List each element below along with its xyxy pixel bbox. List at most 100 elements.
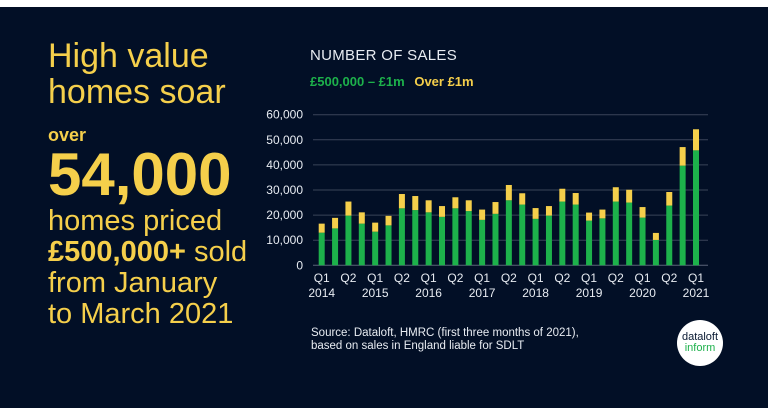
bar-segment-500k-1m [639, 217, 646, 266]
bar-segment-over-1m [652, 232, 659, 240]
bar-segment-500k-1m [545, 215, 552, 266]
x-tick-year: 2018 [522, 286, 549, 300]
bar-segment-500k-1m [452, 208, 459, 266]
bar-segment-500k-1m [479, 219, 486, 266]
x-tick-quarter: Q2 [501, 271, 517, 285]
bar-segment-over-1m [385, 215, 392, 226]
x-tick-quarter: Q2 [447, 271, 463, 285]
source-line2: based on sales in England liable for SDL… [311, 340, 525, 352]
y-tick-label: 10,000 [266, 233, 303, 247]
body-line3: from January [48, 267, 218, 299]
bar-segment-over-1m [398, 194, 405, 209]
bar-segment-500k-1m [693, 150, 699, 266]
x-tick-quarter: Q1 [528, 271, 544, 285]
bar-segment-over-1m [519, 193, 526, 205]
bar-segment-500k-1m [652, 239, 659, 266]
chart-legend: £500,000 – £1m Over £1m [310, 74, 474, 89]
bar-segment-500k-1m [626, 202, 633, 266]
bar-segment-500k-1m [666, 205, 673, 266]
bar-segment-500k-1m [398, 208, 405, 266]
y-tick-label: 40,000 [266, 158, 303, 172]
bar-segment-over-1m [372, 222, 379, 232]
bar-segment-over-1m [693, 129, 699, 151]
bar-segment-over-1m [358, 212, 365, 224]
x-tick-quarter: Q1 [421, 271, 437, 285]
bar-segment-over-1m [425, 200, 432, 213]
bar-segment-over-1m [545, 206, 552, 216]
x-tick-year: 2019 [576, 286, 603, 300]
bar-segment-over-1m [492, 202, 499, 214]
x-tick-quarter: Q2 [394, 271, 410, 285]
bar-segment-500k-1m [572, 204, 579, 266]
legend-item-over-1m: Over £1m [414, 74, 474, 89]
bar-segment-500k-1m [439, 216, 446, 266]
x-tick-year: 2021 [683, 286, 710, 300]
y-tick-label: 50,000 [266, 133, 303, 147]
bar-segment-500k-1m [358, 223, 365, 266]
bar-segment-500k-1m [345, 215, 352, 266]
bar-segment-500k-1m [372, 231, 379, 266]
logo-line1: dataloft [681, 331, 719, 343]
bar-segment-500k-1m [385, 225, 392, 266]
headline-line2: homes soar [48, 73, 226, 111]
body-line1: homes priced [48, 205, 223, 237]
bar-segment-500k-1m [586, 220, 593, 266]
bar-segment-over-1m [679, 147, 686, 166]
bar-segment-500k-1m [332, 228, 339, 266]
bar-segment-500k-1m [425, 212, 432, 266]
bar-segment-over-1m [479, 209, 486, 220]
bar-segment-over-1m [639, 207, 646, 218]
headline: High value homes soar [48, 38, 226, 110]
bar-segment-500k-1m [505, 200, 512, 266]
bar-segment-over-1m [532, 208, 539, 219]
headline-line1: High value [48, 37, 209, 75]
bar-segment-over-1m [412, 196, 419, 211]
x-tick-quarter: Q1 [314, 271, 330, 285]
bar-segment-over-1m [612, 187, 619, 202]
bar-segment-over-1m [439, 206, 446, 217]
x-tick-quarter: Q1 [367, 271, 383, 285]
bar-segment-500k-1m [559, 201, 566, 266]
x-tick-year: 2017 [469, 286, 496, 300]
bar-segment-over-1m [318, 223, 325, 233]
bar-segment-over-1m [572, 193, 579, 205]
logo-line2: inform [684, 342, 716, 354]
bar-segment-500k-1m [492, 213, 499, 266]
bar-segment-500k-1m [318, 232, 325, 266]
bar-segment-500k-1m [465, 211, 472, 266]
x-tick-year: 2020 [629, 286, 656, 300]
bar-segment-over-1m [599, 209, 606, 219]
bar-segment-over-1m [505, 184, 512, 201]
legend-item-mid: £500,000 – £1m [310, 74, 405, 89]
bar-segment-over-1m [465, 200, 472, 212]
bar-segment-500k-1m [599, 218, 606, 266]
headline-body: homes priced £500,000+ sold from January… [48, 206, 247, 330]
bar-segment-over-1m [559, 188, 566, 202]
bar-segment-over-1m [666, 192, 673, 206]
y-tick-label: 0 [296, 258, 303, 272]
bar-segment-over-1m [332, 217, 339, 229]
bar-segment-500k-1m [519, 204, 526, 266]
y-tick-label: 30,000 [266, 183, 303, 197]
big-number: 54,000 [48, 141, 232, 208]
x-tick-quarter: Q1 [581, 271, 597, 285]
bar-segment-over-1m [586, 212, 593, 221]
y-tick-label: 60,000 [266, 108, 303, 122]
bar-segment-500k-1m [532, 218, 539, 266]
bar-segment-over-1m [452, 197, 459, 209]
body-line2-rest: sold [185, 236, 248, 268]
body-line4: to March 2021 [48, 298, 234, 330]
x-tick-quarter: Q1 [688, 271, 704, 285]
x-tick-quarter: Q2 [554, 271, 570, 285]
bar-segment-500k-1m [412, 210, 419, 266]
dataloft-logo: dataloft inform [677, 320, 723, 366]
bar-segment-500k-1m [679, 165, 686, 266]
x-tick-quarter: Q2 [608, 271, 624, 285]
x-tick-quarter: Q2 [340, 271, 356, 285]
source-line1: Source: Dataloft, HMRC (first three mont… [311, 327, 579, 339]
x-tick-year: 2016 [415, 286, 442, 300]
bar-segment-500k-1m [612, 201, 619, 266]
source-note: Source: Dataloft, HMRC (first three mont… [311, 327, 579, 353]
x-tick-year: 2015 [362, 286, 389, 300]
